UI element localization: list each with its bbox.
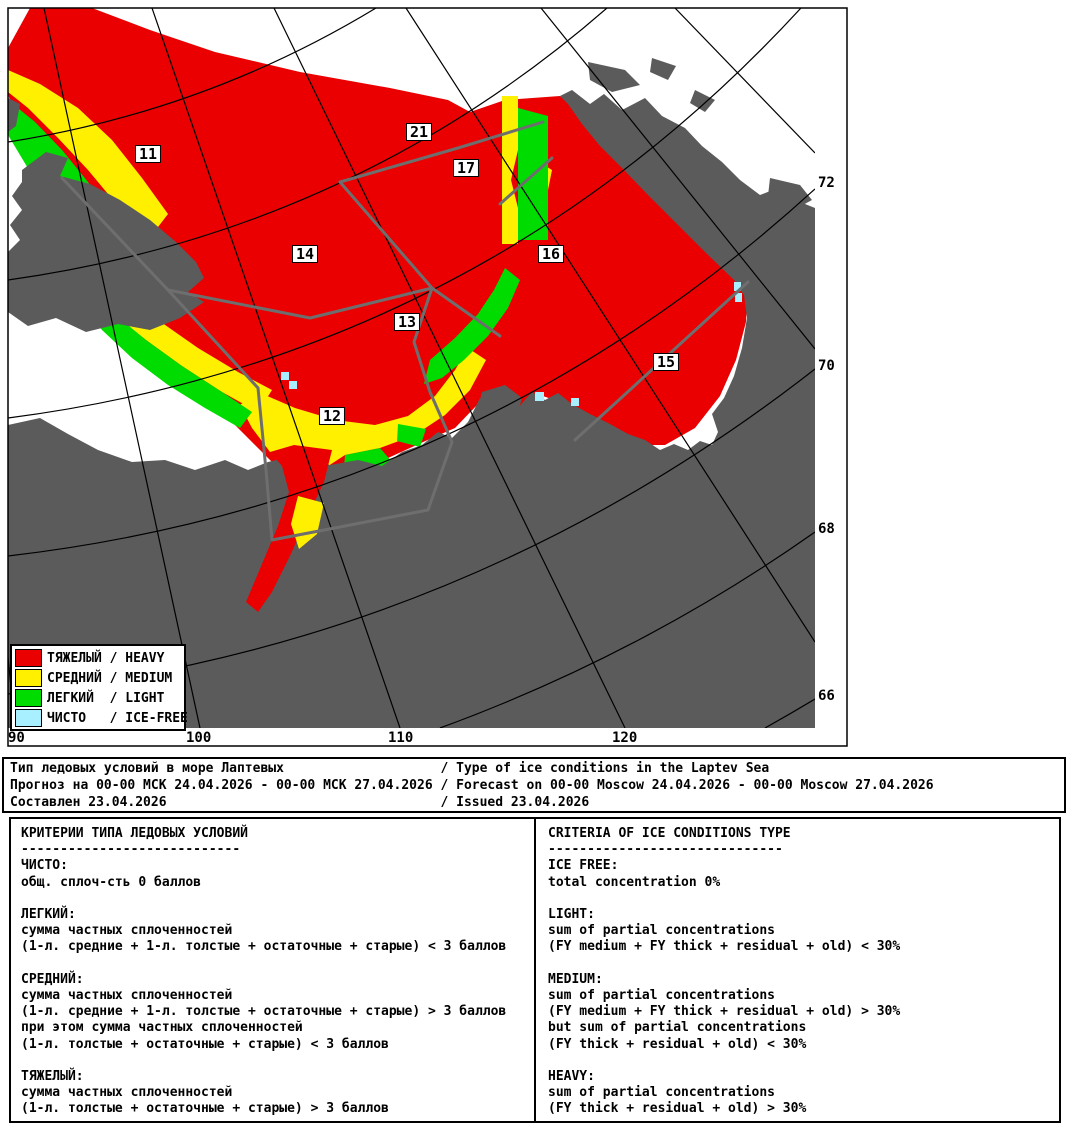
- title-line: Составлен 23.04.2026 / Issued 23.04.2026: [10, 795, 590, 810]
- legend-label: ЧИСТО / ICE-FREE: [47, 710, 188, 726]
- title-line: Тип ледовых условий в море Лаптевых / Ty…: [10, 761, 770, 776]
- criteria-russian: КРИТЕРИИ ТИПА ЛЕДОВЫХ УСЛОВИЙ ----------…: [21, 826, 507, 1117]
- lat-tick-72: 72: [818, 175, 835, 191]
- legend-row: ЧИСТО / ICE-FREE: [15, 708, 188, 728]
- region-label-13: 13: [393, 313, 421, 331]
- legend-label: ТЯЖЕЛЫЙ / HEAVY: [47, 650, 165, 666]
- region-label-16: 16: [537, 245, 565, 263]
- lon-tick-90: 90: [8, 730, 25, 746]
- lat-tick-70: 70: [818, 358, 835, 374]
- legend-label: ЛЕГКИЙ / LIGHT: [47, 690, 165, 706]
- ice-free-layer: [281, 282, 742, 406]
- legend-swatch-ice_free: [15, 709, 42, 727]
- map-frame: [7, 7, 848, 747]
- legend: ТЯЖЕЛЫЙ / HEAVY СРЕДНИЙ / MEDIUM ЛЕГКИЙ / …: [10, 644, 188, 731]
- legend-swatch-light: [15, 689, 42, 707]
- legend-swatch-medium: [15, 669, 42, 687]
- region-label-21: 21: [405, 123, 433, 141]
- lat-tick-66: 66: [818, 688, 835, 704]
- region-label-12: 12: [318, 407, 346, 425]
- land-layer: [8, 58, 815, 728]
- legend-row: ТЯЖЕЛЫЙ / HEAVY: [15, 648, 184, 668]
- region-label-11: 11: [134, 145, 162, 163]
- region-label-17: 17: [452, 159, 480, 177]
- criteria-panel: КРИТЕРИИ ТИПА ЛЕДОВЫХ УСЛОВИЙ ----------…: [9, 817, 1061, 1123]
- legend-label: СРЕДНИЙ / MEDIUM: [47, 670, 173, 686]
- lon-tick-120: 120: [612, 730, 638, 746]
- lat-tick-68: 68: [818, 521, 835, 537]
- legend-row: ЛЕГКИЙ / LIGHT: [15, 688, 184, 708]
- region-boundaries-layer: [60, 120, 750, 542]
- criteria-english: CRITERIA OF ICE CONDITIONS TYPE --------…: [548, 826, 901, 1117]
- legend-row: СРЕДНИЙ / MEDIUM: [15, 668, 184, 688]
- lon-tick-100: 100: [186, 730, 212, 746]
- lon-tick-110: 110: [388, 730, 414, 746]
- legend-swatch-heavy: [15, 649, 42, 667]
- title-block: Тип ледовых условий в море Лаптевых / Ty…: [2, 757, 1066, 813]
- title-line: Прогноз на 00-00 МСК 24.04.2026 - 00-00 …: [10, 778, 934, 793]
- map-overlay: 11 21 17 14 16 13 15 12 72 70 68 66 90 100 110 120: [8, 123, 835, 746]
- region-label-14: 14: [291, 245, 319, 263]
- region-label-15: 15: [652, 353, 680, 371]
- criteria-divider: [534, 819, 536, 1121]
